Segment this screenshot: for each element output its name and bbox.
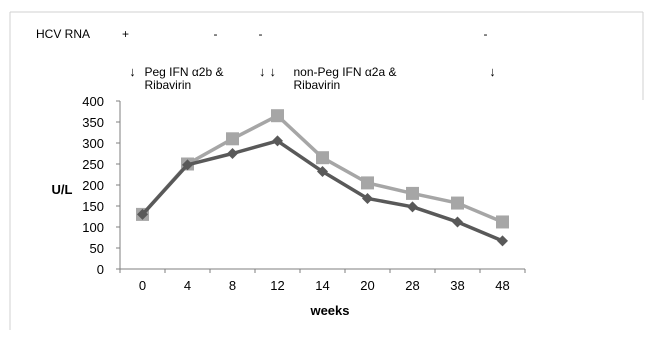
series-2-point [497,235,508,247]
annotation-text: Ribavirin [145,78,192,92]
y-tick-label: 50 [90,241,104,256]
annotation-arrow: ↓ [129,64,140,79]
series-2-point [317,166,328,178]
annotation-text: Peg IFN α2b & [145,65,224,79]
y-axis-ticks: 0 50 100 150 200 250 300 350 400 [82,94,120,277]
series-1-point [271,109,284,123]
annotation-text: non-Peg IFN α2a & [294,65,397,79]
treatment-annotations: ↓ Peg IFN α2b &Ribavirin↓↓ non-Peg IFN α2a… [129,64,500,92]
annotation-peg: ↓ Peg IFN α2b &Ribavirin [129,64,223,92]
series-2 [137,135,508,247]
x-tick-label: 38 [450,278,464,293]
annotation-text: Ribavirin [294,78,341,92]
annotation-nonpeg: ↓↓ non-Peg IFN α2a &Ribavirin [259,64,397,92]
x-tick-label: 28 [405,278,419,293]
series-2-point [227,148,238,159]
series-2-point [182,159,193,171]
y-tick-label: 150 [82,199,104,214]
x-tick-label: 0 [139,278,146,293]
x-tick-label: 4 [184,278,191,293]
annotation-end: ↓ [489,64,500,79]
x-axis-label: weeks [309,303,349,318]
hcv-rna-label: HCV RNA [36,27,90,41]
y-tick-label: 200 [82,178,104,193]
series-2-point [272,135,283,147]
series-1-point [406,186,419,200]
series-1-point [496,215,509,229]
hcv-rna-status: + [122,27,129,41]
y-axis: 0 50 100 150 200 250 300 350 400 [82,94,121,277]
series-1-point [361,176,374,190]
hcv-rna-status: - [214,27,218,41]
x-tick-label: 14 [315,278,329,293]
hcv-rna-status: - [484,27,488,41]
annotation-arrow: ↓↓ [259,64,280,79]
x-tick-label: 12 [270,278,284,293]
series-1 [136,109,509,229]
series-2-point [137,208,148,220]
hcv-rna-status-row: + - - - [122,27,488,41]
series-1-point [451,196,464,210]
y-tick-label: 400 [82,94,104,109]
annotation-arrow: ↓ [489,64,500,79]
x-tick-label: 20 [360,278,374,293]
series-1-point [316,151,329,165]
y-tick-label: 350 [82,115,104,130]
data-series [136,109,509,247]
y-axis-label: U/L [52,182,73,197]
series-1-point [226,132,239,146]
y-tick-label: 300 [82,136,104,151]
x-axis-ticks: 0 4 8 12 14 20 28 38 48 [119,269,526,293]
x-axis: 0 4 8 12 14 20 28 38 48 [119,268,526,293]
y-tick-label: 100 [82,220,104,235]
x-tick-label: 48 [495,278,509,293]
y-tick-label: 0 [97,262,104,277]
hcv-rna-status: - [259,27,263,41]
x-tick-label: 8 [229,278,236,293]
series-2-point [362,192,373,204]
series-2-point [452,216,463,228]
y-tick-label: 250 [82,157,104,172]
series-2-point [407,201,418,213]
